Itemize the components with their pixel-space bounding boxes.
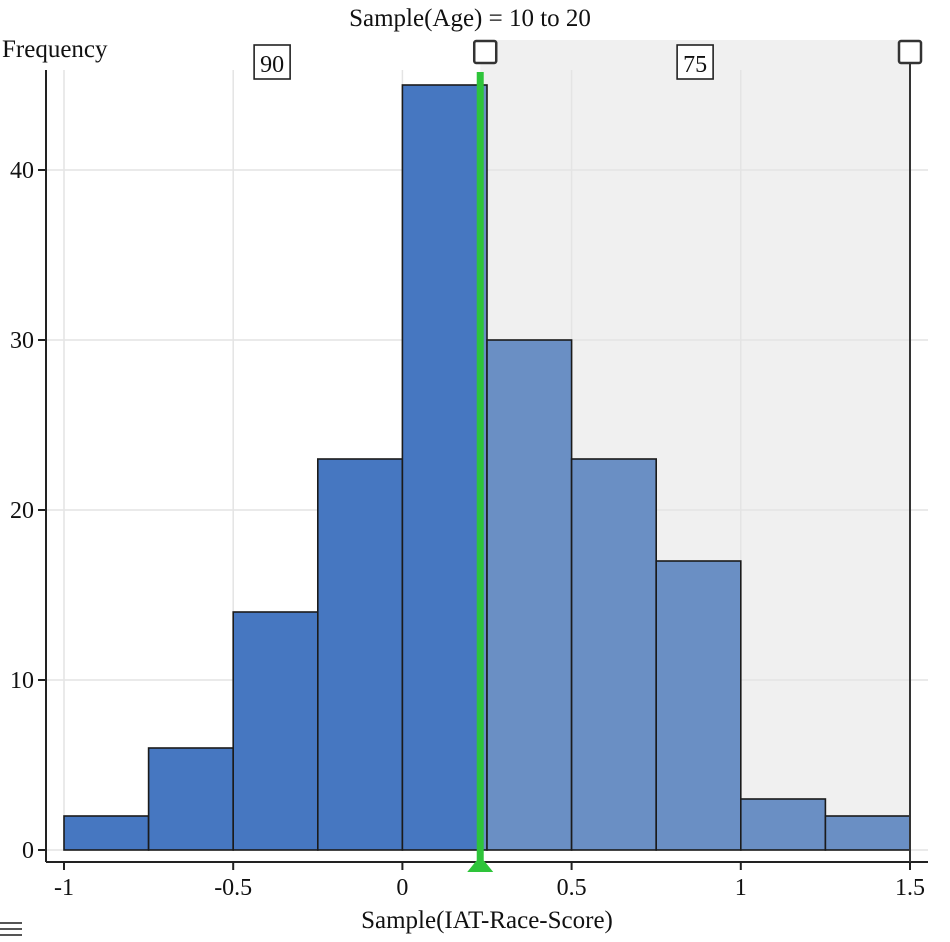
histogram-bars xyxy=(63,84,911,851)
region-count-box xyxy=(676,44,714,80)
histogram-bar xyxy=(570,458,657,851)
region-counts: 90 75 xyxy=(253,44,714,80)
histogram-bar xyxy=(739,798,827,851)
histogram-bar xyxy=(824,815,911,851)
histogram-bar-part xyxy=(402,85,481,850)
histogram-bar xyxy=(486,339,573,851)
region-count-label: 90 xyxy=(260,52,284,78)
histogram-bar xyxy=(316,458,404,851)
y-tick-label: 30 xyxy=(10,328,34,354)
x-tick-label: 1.5 xyxy=(895,875,925,901)
x-tick-label: 1 xyxy=(735,875,747,901)
y-tick-label: 20 xyxy=(10,498,34,524)
histogram-bar xyxy=(147,747,235,851)
x-tick-label: 0 xyxy=(396,875,408,901)
x-tick-label: -0.5 xyxy=(214,875,252,901)
x-axis-title: Sample(IAT-Race-Score) xyxy=(361,907,613,934)
x-tick-label: 0.5 xyxy=(557,875,587,901)
chart-title: Sample(Age) = 10 to 20 xyxy=(349,5,591,32)
right-boundary-handle[interactable] xyxy=(897,39,923,65)
x-tick-label: -1 xyxy=(54,875,74,901)
menu-icon[interactable] xyxy=(0,918,22,938)
axes: 0 10 20 30 40 -1 -0.5 0 0.5 1 1.5 xyxy=(10,70,928,901)
histogram-bar xyxy=(232,611,319,851)
y-tick-label: 0 xyxy=(22,838,34,864)
region-count-label: 75 xyxy=(683,52,707,78)
y-tick-label: 40 xyxy=(10,158,34,184)
divider-layer xyxy=(467,39,923,872)
region-count-box xyxy=(253,44,291,80)
divider-handle[interactable] xyxy=(472,39,498,65)
histogram-bar xyxy=(655,560,742,851)
divider-triangle-marker[interactable] xyxy=(467,856,494,872)
y-tick-label: 10 xyxy=(10,668,34,694)
y-axis-title: Frequency xyxy=(2,36,108,63)
histogram-bar xyxy=(63,815,150,851)
